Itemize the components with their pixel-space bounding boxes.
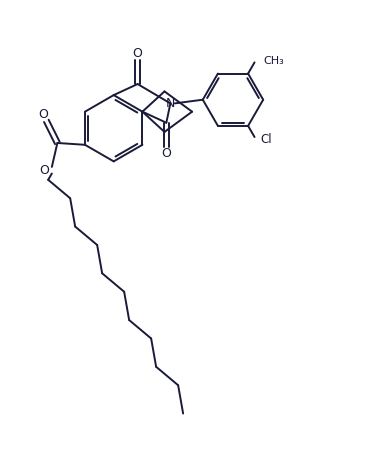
Text: O: O bbox=[133, 47, 142, 60]
Text: Cl: Cl bbox=[260, 134, 272, 146]
Text: CH₃: CH₃ bbox=[264, 56, 285, 66]
Text: O: O bbox=[40, 164, 49, 177]
Text: N: N bbox=[166, 97, 175, 110]
Text: O: O bbox=[39, 108, 48, 121]
Text: O: O bbox=[161, 147, 171, 160]
